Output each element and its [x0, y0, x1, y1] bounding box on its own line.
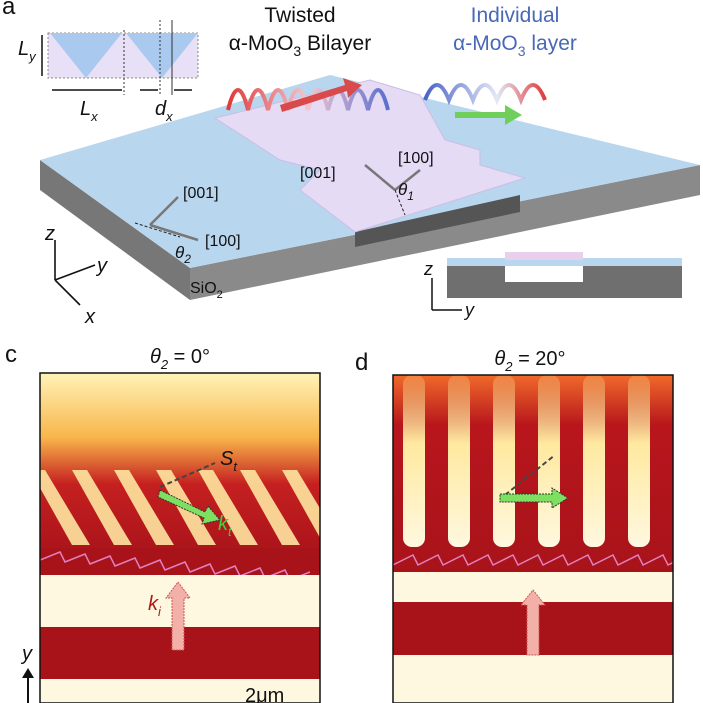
subscript: y	[28, 49, 37, 64]
text: θ	[494, 348, 505, 370]
panel-frame	[392, 374, 674, 703]
text: L	[80, 98, 91, 120]
subscript: x	[90, 109, 98, 124]
layer-title: Individual	[471, 4, 560, 27]
slab-side	[40, 160, 190, 300]
angle-label: θ1	[398, 180, 414, 203]
subscript: i	[158, 604, 162, 619]
vector-label: kt	[218, 513, 233, 539]
text: k	[218, 513, 229, 535]
bilayer-title: α-MoO3 Bilayer	[229, 32, 371, 59]
vector-label: St	[220, 448, 238, 474]
subscript: 2	[160, 357, 169, 372]
inset-label: Ly	[18, 38, 37, 64]
cross-section	[431, 252, 682, 311]
panel-label: a	[2, 0, 16, 20]
text: SiO	[190, 280, 217, 297]
arrow	[280, 78, 362, 112]
subscript: 2	[183, 252, 191, 266]
scale-bar-label: 2μm	[245, 685, 284, 703]
axis-label: y	[463, 300, 475, 320]
substrate-label: SiO2	[190, 280, 223, 301]
text: S	[220, 448, 234, 470]
axis-arrows	[134, 164, 421, 242]
angle-label: θ2	[175, 243, 191, 266]
axis-label: [100]	[398, 150, 434, 167]
text: θ	[175, 243, 185, 262]
panel-label: c	[5, 341, 17, 368]
panel-frame	[39, 372, 321, 703]
axis-label: [001]	[300, 165, 336, 182]
bilayer-title: Twisted	[264, 4, 335, 27]
subscript: t	[233, 459, 238, 474]
text: = 20°	[513, 348, 566, 370]
text: α-MoO	[229, 32, 294, 55]
text: θ	[150, 346, 161, 368]
subscript: x	[165, 109, 173, 124]
subscript: 3	[518, 43, 526, 59]
arrow-head	[22, 668, 34, 678]
text: d	[155, 98, 167, 120]
axis-label: x	[84, 306, 96, 328]
subscript: 2	[504, 359, 513, 374]
unit-cell-inset	[41, 20, 199, 95]
text: = 0°	[168, 346, 210, 368]
subscript: t	[228, 524, 233, 539]
polariton-wave	[226, 88, 390, 111]
panel-title: θ2 = 20°	[494, 348, 565, 374]
axis-label: z	[44, 223, 55, 245]
layer-title: α-MoO3 layer	[453, 32, 577, 59]
bilayer	[213, 79, 527, 233]
text: L	[18, 38, 29, 60]
axis-label: [100]	[205, 233, 241, 250]
text: α-MoO	[453, 32, 518, 55]
field-map	[393, 375, 673, 703]
trench	[355, 195, 520, 247]
slab-front	[190, 165, 700, 300]
text: Bilayer	[301, 32, 371, 55]
text: θ	[398, 180, 408, 199]
inset-label: dx	[155, 98, 173, 124]
axis-label: y	[20, 643, 33, 665]
vector-label: ki	[148, 593, 162, 619]
text: k	[148, 593, 159, 615]
subscript: 2	[217, 289, 223, 301]
axis-label: z	[423, 259, 433, 279]
field-map	[40, 373, 320, 703]
subscript: 3	[293, 43, 301, 59]
coordinate-axes	[54, 240, 96, 306]
subscript: 1	[407, 189, 414, 203]
axis-label: [001]	[183, 185, 219, 202]
polariton-wave	[423, 83, 547, 106]
inset-label: Lx	[80, 98, 98, 124]
panel-label: d	[355, 349, 368, 376]
text: layer	[526, 32, 577, 55]
arrow	[455, 105, 522, 125]
axis-label: y	[95, 255, 108, 277]
panel-title: θ2 = 0°	[150, 346, 210, 372]
